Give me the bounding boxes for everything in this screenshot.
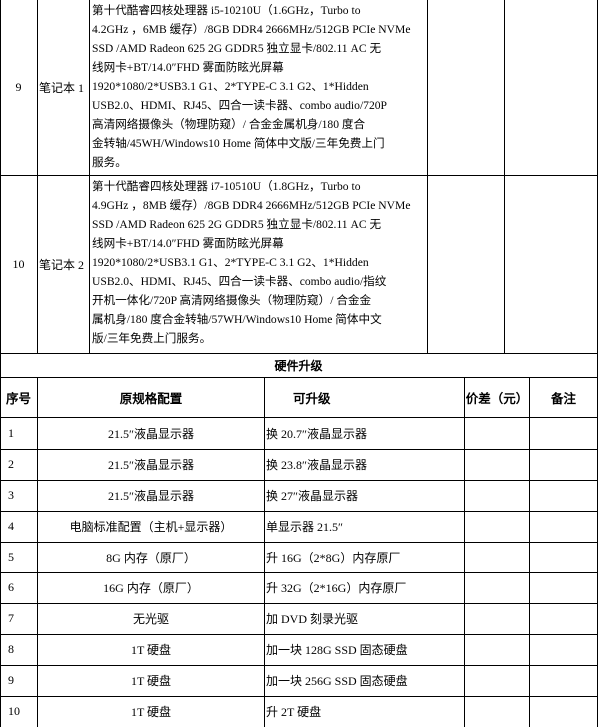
row-number: 3 [0,479,38,512]
empty-cell [530,541,598,574]
empty-cell [505,176,598,354]
spec-line: 4.2GHz ，6MB 缓存）/8GB DDR4 2666MHz/512GB P… [92,23,411,36]
empty-cell [465,448,530,481]
original-config: 电脑标准配置（主机+显示器） [38,510,265,543]
spec-line: 1920*1080/2*USB3.1 G1、2*TYPE-C 3.1 G2、1*… [92,256,369,269]
column-header: 可升级 [265,378,465,418]
empty-cell [530,696,598,727]
spec-cell [90,176,428,354]
original-config: 21.5″液晶显示器 [38,418,265,450]
column-header: 原规格配置 [38,378,265,418]
upgrade-option: 加 DVD 刻录光驱 [265,603,465,636]
spec-line: USB2.0、HDMI、RJ45、四合一读卡器、combo audio/720P [92,99,388,112]
empty-cell [465,665,530,698]
empty-cell [465,634,530,667]
left-border [0,0,1,727]
spec-line: 线网卡+BT/14.0″FHD 雾面防眩光屏幕 [92,61,284,74]
row-number: 6 [0,572,38,605]
spec-line: 开机一体化/720P 高清网络摄像头（物理防窥）/ 合金金 [92,294,372,307]
empty-cell [530,572,598,605]
column-header: 序号 [0,378,38,418]
upgrade-option: 升 32G（2*16G）内存原厂 [265,572,465,605]
upgrade-option: 加一块 256G SSD 固态硬盘 [265,665,465,698]
spec-line: 金转轴/45WH/Windows10 Home 简体中文版/三年免费上门 [92,137,385,150]
empty-cell [465,479,530,512]
original-config: 无光驱 [38,603,265,636]
original-config: 21.5″液晶显示器 [38,479,265,512]
row-number: 10 [0,176,38,354]
original-config: 1T 硬盘 [38,696,265,727]
row-number: 4 [0,510,38,543]
upgrade-option: 换 27″液晶显示器 [265,479,465,512]
original-config: 21.5″液晶显示器 [38,448,265,481]
spec-line: 1920*1080/2*USB3.1 G1、2*TYPE-C 3.1 G2、1*… [92,80,369,93]
empty-cell [465,418,530,450]
empty-cell [505,0,598,176]
empty-cell [530,603,598,636]
row-number: 2 [0,448,38,481]
item-name: 笔记本 2 [38,176,90,354]
empty-cell [530,634,598,667]
section-title: 硬件升级 [0,354,598,378]
row-number: 10 [0,696,38,727]
spec-line: SSD /AMD Radeon 625 2G GDDR5 独立显卡/802.11… [92,218,382,231]
row-number: 9 [0,0,38,176]
empty-cell [465,603,530,636]
spec-line: 属机身/180 度合金转轴/57WH/Windows10 Home 简体中文 [92,313,382,326]
empty-cell [530,448,598,481]
upgrade-option: 升 16G（2*8G）内存原厂 [265,541,465,574]
empty-cell [465,572,530,605]
spec-line: USB2.0、HDMI、RJ45、四合一读卡器、combo audio/指纹 [92,275,387,288]
upgrade-option: 换 23.8″液晶显示器 [265,448,465,481]
upgrade-option: 加一块 128G SSD 固态硬盘 [265,634,465,667]
empty-cell [530,665,598,698]
empty-cell [465,541,530,574]
row-number: 8 [0,634,38,667]
row-number: 5 [0,541,38,574]
original-config: 16G 内存（原厂） [38,572,265,605]
upgrade-option: 单显示器 21.5″ [265,510,465,543]
column-header: 备注 [530,378,598,418]
empty-cell [465,696,530,727]
upgrade-option: 换 20.7″液晶显示器 [265,418,465,450]
original-config: 1T 硬盘 [38,634,265,667]
spec-line: 4.9GHz ，8MB 缓存）/8GB DDR4 2666MHz/512GB P… [92,199,411,212]
empty-cell [530,479,598,512]
spec-line: 第十代酷睿四核处理器 i7-10510U（1.8GHz，Turbo to [92,180,361,193]
upgrade-option: 升 2T 硬盘 [265,696,465,727]
spec-line: 高清网络摄像头（物理防窥）/ 合金金属机身/180 度合 [92,118,366,131]
empty-cell [465,510,530,543]
item-name: 笔记本 1 [38,0,90,176]
spec-line: 线网卡+BT/14.0″FHD 雾面防眩光屏幕 [92,237,284,250]
empty-cell [428,0,505,176]
empty-cell [530,418,598,450]
spec-line: 第十代酷睿四核处理器 i5-10210U（1.6GHz，Turbo to [92,4,361,17]
spec-line: 版/三年免费上门服务。 [92,332,212,345]
original-config: 1T 硬盘 [38,665,265,698]
original-config: 8G 内存（原厂） [38,541,265,574]
empty-cell [530,510,598,543]
spec-cell [90,0,428,176]
spec-line: SSD /AMD Radeon 625 2G GDDR5 独立显卡/802.11… [92,42,382,55]
row-number: 1 [0,418,38,450]
row-number: 9 [0,665,38,698]
spec-line: 服务。 [92,156,127,169]
row-number: 7 [0,603,38,636]
empty-cell [428,176,505,354]
column-header: 价差（元） [465,378,530,418]
